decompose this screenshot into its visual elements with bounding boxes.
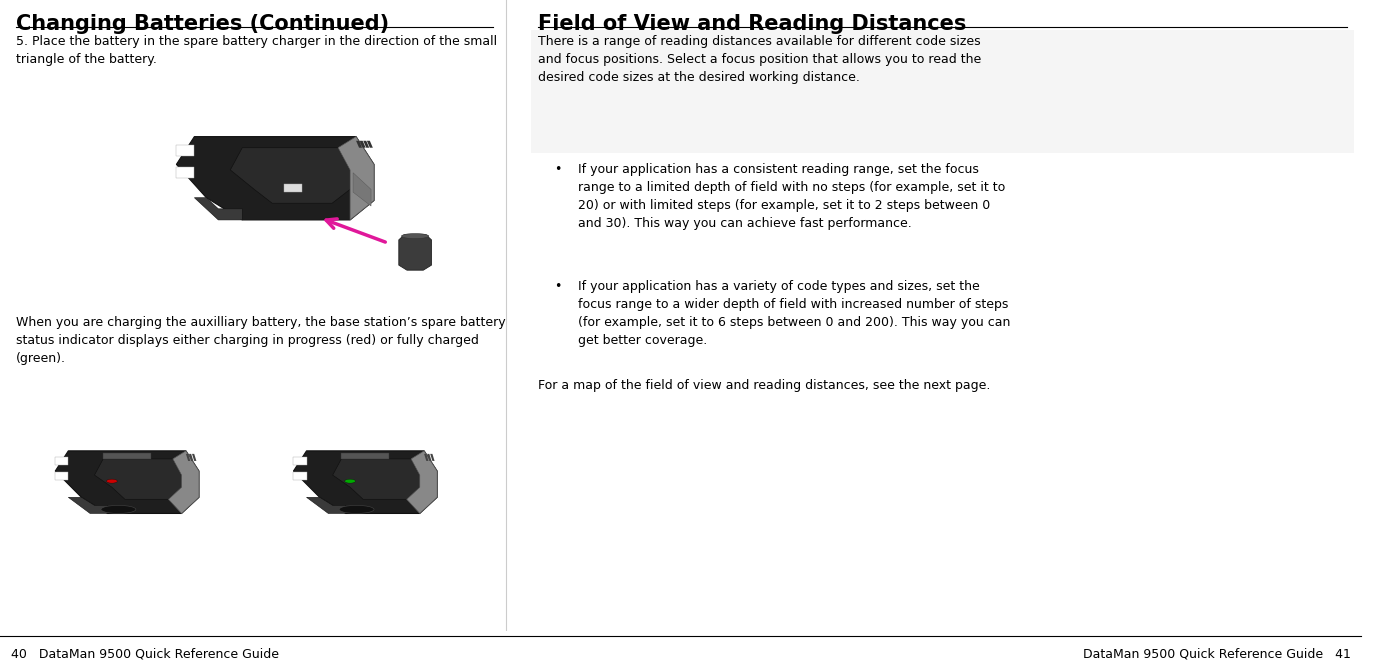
Polygon shape: [360, 141, 366, 148]
Text: When you are charging the auxilliary battery, the base station’s spare battery
s: When you are charging the auxilliary bat…: [17, 315, 505, 365]
Polygon shape: [194, 198, 243, 220]
Polygon shape: [363, 141, 369, 148]
Polygon shape: [169, 451, 200, 514]
Polygon shape: [293, 451, 437, 514]
Text: Changing Batteries (Continued): Changing Batteries (Continued): [17, 14, 389, 34]
Polygon shape: [332, 459, 420, 499]
Polygon shape: [176, 145, 194, 156]
Polygon shape: [353, 173, 371, 206]
Ellipse shape: [106, 479, 117, 483]
Polygon shape: [193, 454, 197, 461]
Text: Field of View and Reading Distances: Field of View and Reading Distances: [537, 14, 966, 34]
Polygon shape: [56, 472, 68, 480]
Text: 40   DataMan 9500 Quick Reference Guide: 40 DataMan 9500 Quick Reference Guide: [11, 647, 279, 661]
Polygon shape: [424, 454, 429, 461]
Polygon shape: [356, 141, 362, 148]
Text: 5. Place the battery in the spare battery charger in the direction of the small
: 5. Place the battery in the spare batter…: [17, 35, 497, 65]
Text: If your application has a consistent reading range, set the focus
range to a lim: If your application has a consistent rea…: [578, 163, 1005, 230]
Text: For a map of the field of view and reading distances, see the next page.: For a map of the field of view and readi…: [537, 379, 990, 391]
Polygon shape: [367, 141, 373, 148]
Polygon shape: [103, 453, 151, 459]
Polygon shape: [293, 457, 307, 465]
Ellipse shape: [402, 234, 429, 238]
Text: There is a range of reading distances available for different code sizes
and foc: There is a range of reading distances av…: [537, 35, 981, 84]
Polygon shape: [338, 136, 374, 220]
Text: •: •: [554, 281, 561, 293]
Polygon shape: [430, 454, 434, 461]
Polygon shape: [230, 148, 350, 203]
Polygon shape: [293, 472, 307, 480]
Polygon shape: [399, 235, 431, 270]
Polygon shape: [176, 136, 374, 220]
Ellipse shape: [345, 479, 356, 483]
Polygon shape: [307, 497, 346, 514]
Ellipse shape: [101, 506, 135, 514]
Polygon shape: [186, 454, 190, 461]
Text: If your application has a variety of code types and sizes, set the
focus range t: If your application has a variety of cod…: [578, 281, 1011, 347]
FancyBboxPatch shape: [530, 29, 1354, 153]
Polygon shape: [285, 184, 302, 192]
Polygon shape: [176, 167, 194, 178]
Polygon shape: [56, 457, 68, 465]
Polygon shape: [427, 454, 431, 461]
Text: DataMan 9500 Quick Reference Guide   41: DataMan 9500 Quick Reference Guide 41: [1083, 647, 1351, 661]
Polygon shape: [56, 451, 200, 514]
Polygon shape: [95, 459, 181, 499]
Polygon shape: [406, 451, 437, 514]
Text: •: •: [554, 163, 561, 176]
Polygon shape: [68, 497, 107, 514]
Ellipse shape: [339, 506, 374, 514]
Polygon shape: [342, 453, 389, 459]
Polygon shape: [188, 454, 193, 461]
